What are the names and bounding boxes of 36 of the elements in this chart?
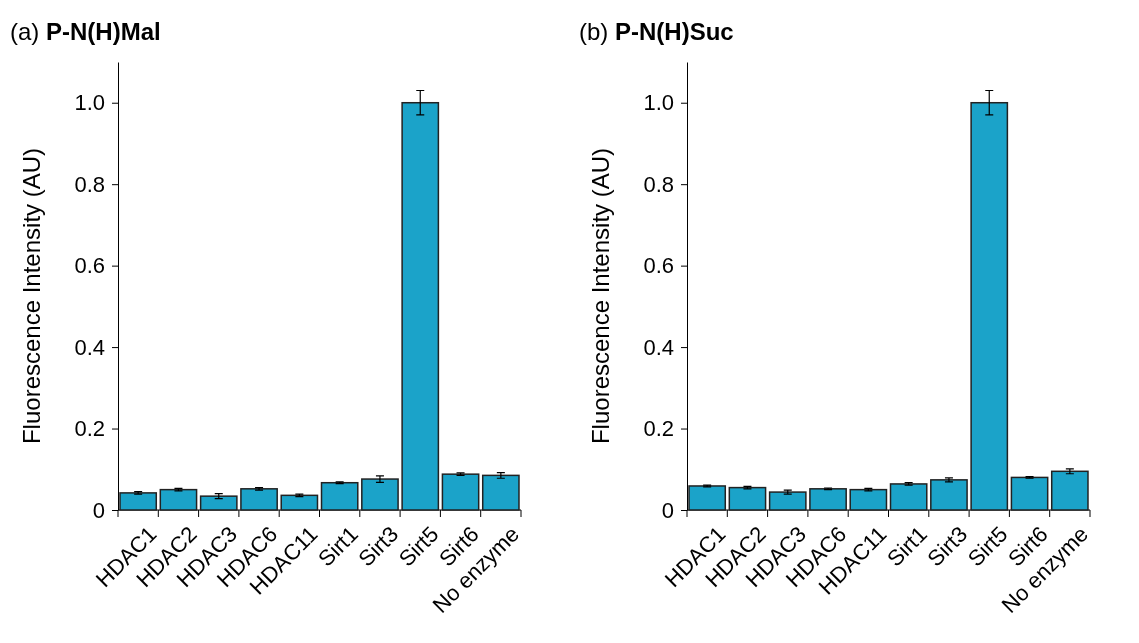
- bar: [1050, 470, 1089, 511]
- bar: [1010, 476, 1049, 511]
- bar: [688, 485, 727, 511]
- bar: [441, 473, 480, 511]
- y-tick-label: 0: [92, 497, 105, 523]
- y-tick-label: 0.6: [643, 253, 674, 279]
- y-tick-label: 0.8: [74, 171, 105, 197]
- y-tick-label: 0: [661, 497, 674, 523]
- chart-title: (b) P-N(H)Suc: [579, 18, 734, 45]
- bar: [849, 488, 888, 511]
- bar: [119, 492, 158, 511]
- y-tick-label: 1.0: [74, 90, 105, 116]
- bar: [320, 481, 359, 511]
- y-tick-label: 0.8: [643, 171, 674, 197]
- bar: [401, 101, 440, 511]
- bar: [481, 474, 520, 511]
- y-tick-label: 0.6: [74, 253, 105, 279]
- y-axis-title: Fluorescence Intensity (AU): [18, 147, 45, 445]
- bar: [159, 488, 198, 511]
- bar: [199, 495, 238, 511]
- y-tick-label: 0.2: [643, 416, 674, 442]
- y-axis-title: Fluorescence Intensity (AU): [587, 147, 614, 445]
- chart-title: (a) P-N(H)Mal: [10, 18, 161, 45]
- bar: [728, 486, 767, 511]
- bar: [809, 488, 847, 511]
- y-tick-label: 0.4: [643, 334, 674, 360]
- y-tick-label: 0.2: [74, 416, 105, 442]
- y-tick-label: 0.4: [74, 334, 105, 360]
- bar: [768, 491, 807, 511]
- bar: [240, 488, 278, 511]
- bar: [361, 478, 399, 511]
- bar: [889, 483, 928, 511]
- y-tick-label: 1.0: [643, 90, 674, 116]
- bar: [970, 101, 1009, 511]
- bar: [930, 479, 968, 511]
- bar: [280, 494, 319, 511]
